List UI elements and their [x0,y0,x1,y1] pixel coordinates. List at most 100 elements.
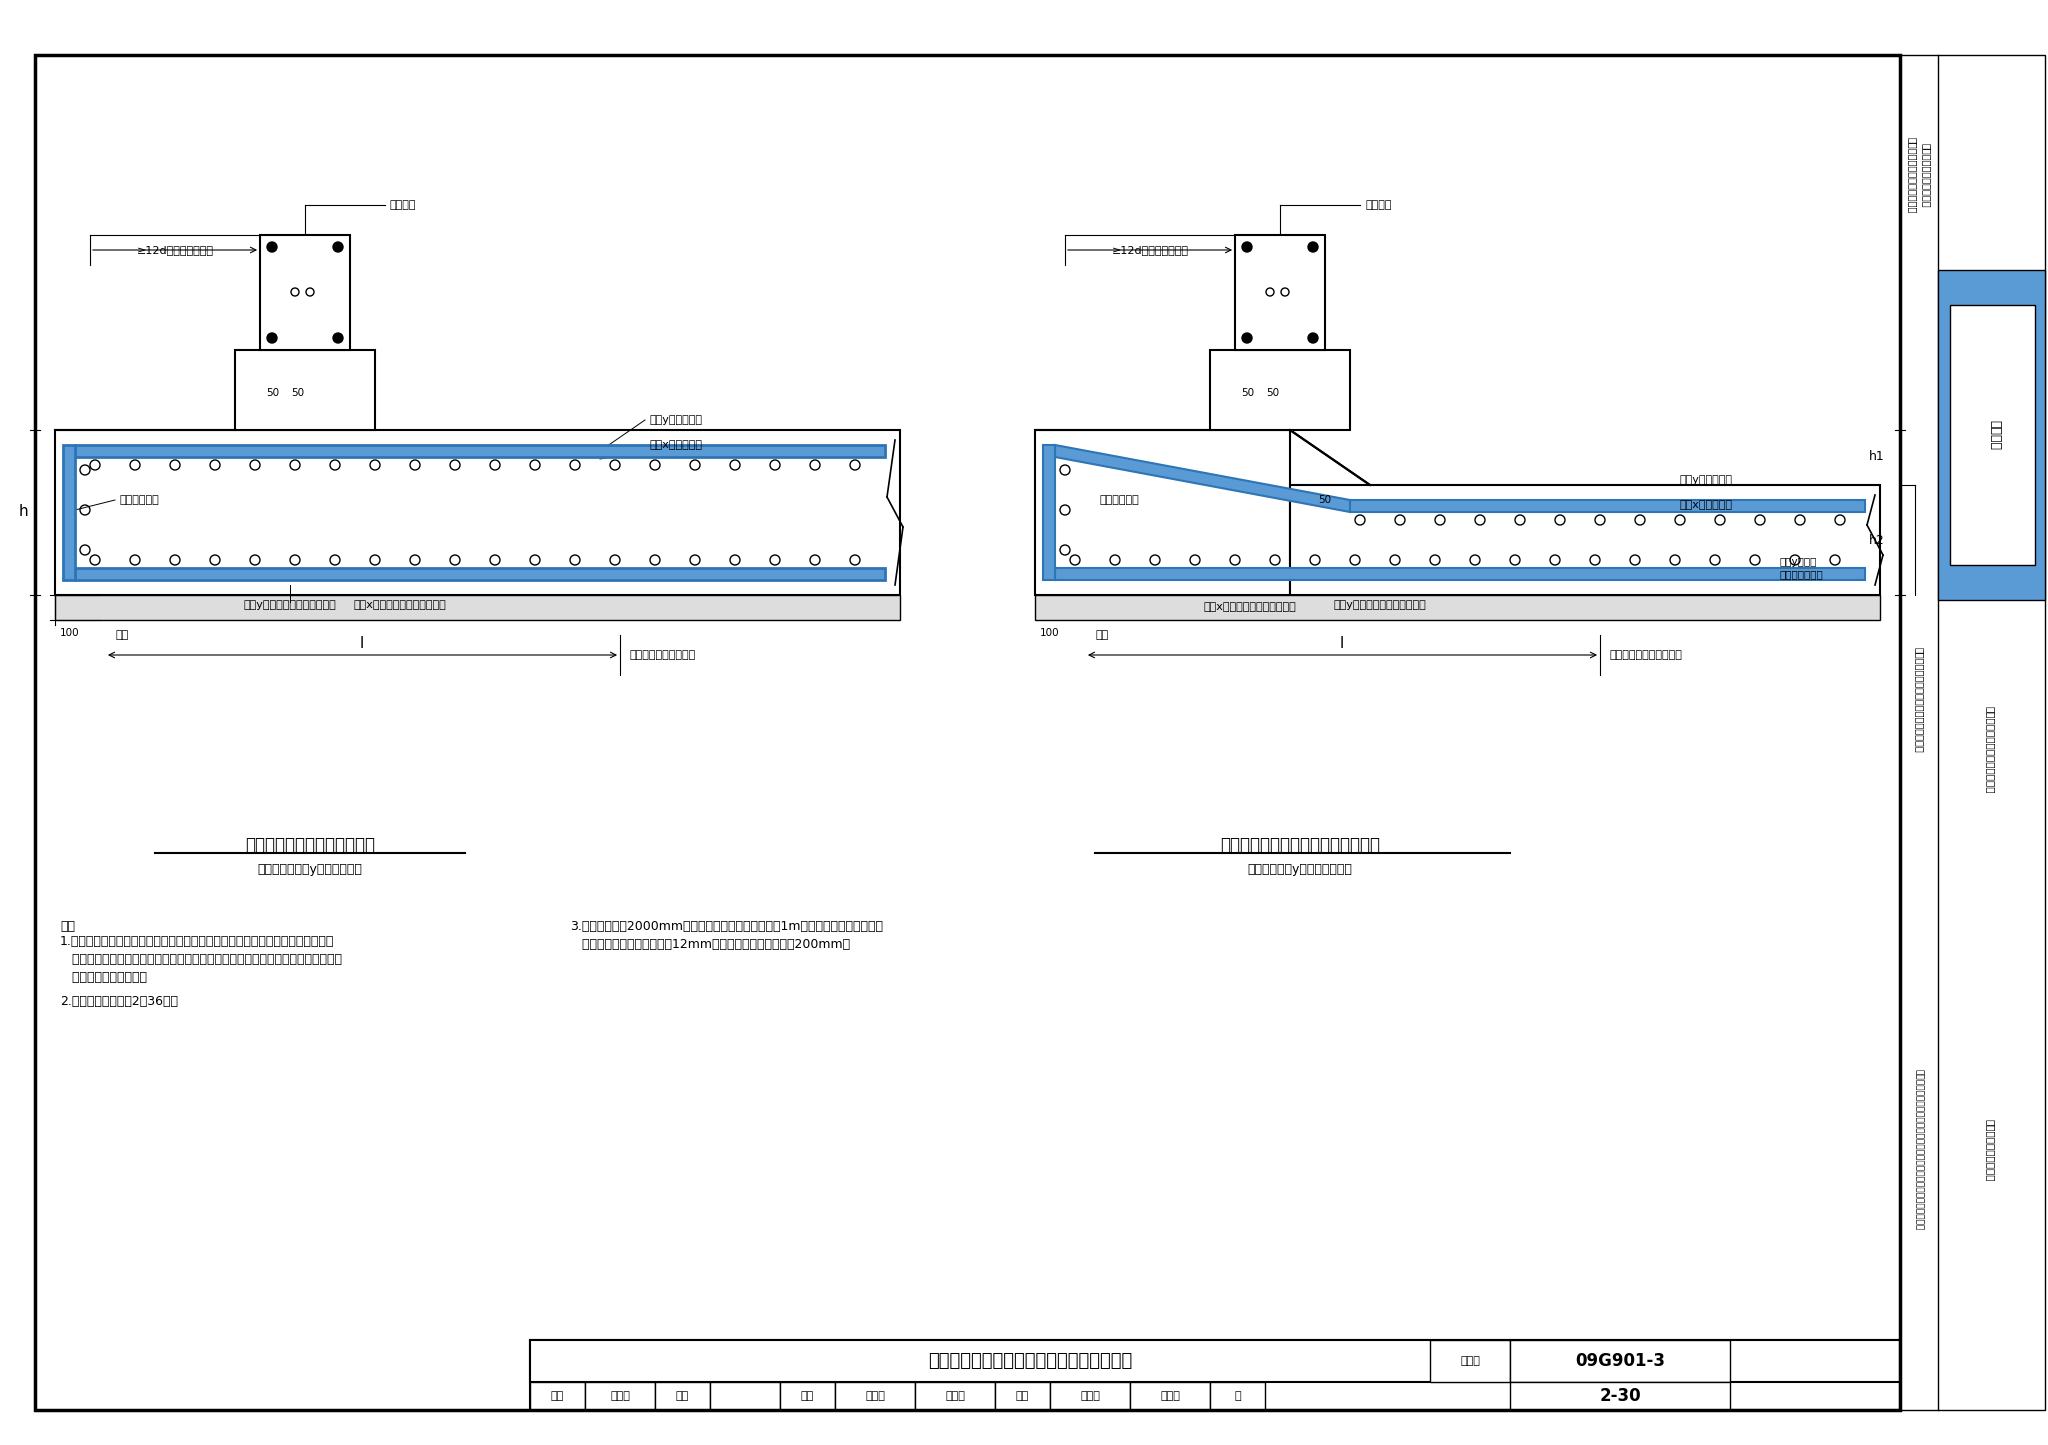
Text: 详见封边构造: 详见封边构造 [1100,496,1141,504]
Text: 底部y向贯通
筋与非贯通纵筋: 底部y向贯通 筋与非贯通纵筋 [1780,558,1825,579]
Bar [1509,1340,1731,1381]
Circle shape [1241,241,1251,251]
Text: 底部x向贯通纵筋与非贯通纵筋: 底部x向贯通纵筋与非贯通纵筋 [1204,603,1296,613]
Text: 筏形基础: 筏形基础 [1989,420,2001,449]
Bar [1055,568,1866,579]
Text: 50: 50 [1319,496,1331,504]
Text: 09G901-3: 09G901-3 [1575,1353,1665,1370]
Text: 底部y向贯通纵筋与非贯通纵筋: 底部y向贯通纵筋与非贯通纵筋 [1333,600,1425,610]
Bar [260,236,350,350]
Bar [1130,1381,1210,1410]
Polygon shape [1055,445,1350,512]
Circle shape [334,332,342,342]
Circle shape [334,241,342,251]
Bar [711,1381,780,1410]
Circle shape [266,332,276,342]
Text: 边柱柱列: 边柱柱列 [1366,199,1391,210]
Text: 筏形基础、箱形基础、地下室结构、独立基础、条形基础、桩基承台: 筏形基础、箱形基础、地下室结构、独立基础、条形基础、桩基承台 [1915,1069,1923,1231]
Bar [1950,305,2036,565]
Text: 明。当设计未作说明时，应按板跨长度将短跨方向的钢筋置于板厚外侧，另一方向: 明。当设计未作说明时，应按板跨长度将短跨方向的钢筋置于板厚外侧，另一方向 [59,954,342,967]
Text: 顶部x向贯通纵筋: 顶部x向贯通纵筋 [649,439,702,449]
Text: （跨中底部无y向非贯通纵筋）: （跨中底部无y向非贯通纵筋） [1247,864,1352,877]
Text: 底部x向贯通纵筋与非贯通纵筋: 底部x向贯通纵筋与非贯通纵筋 [354,600,446,610]
Bar [55,431,899,595]
Bar [1290,486,1880,595]
Text: 2.板的封边构造详见2－36页。: 2.板的封边构造详见2－36页。 [59,996,178,1009]
Bar [586,1381,655,1410]
Text: 边柱柱列: 边柱柱列 [389,199,416,210]
Circle shape [266,241,276,251]
Text: 顶部x向贯通纵筋: 顶部x向贯通纵筋 [1679,500,1733,510]
Text: 50: 50 [266,389,281,397]
Text: 3.当基础板厚＞2000mm时，宜在板厚方向间距不超过1m设置与板面平行的构造钢: 3.当基础板厚＞2000mm时，宜在板厚方向间距不超过1m设置与板面平行的构造钢 [569,920,883,933]
Text: 页: 页 [1235,1392,1241,1402]
Text: 2-30: 2-30 [1599,1387,1640,1405]
Circle shape [1241,332,1251,342]
Bar [915,1381,995,1410]
Text: 令制图规则与构造详图: 令制图规则与构造详图 [1985,1118,1995,1181]
Bar [530,1381,586,1410]
Bar [530,1340,1901,1381]
Text: 50: 50 [1241,389,1255,397]
Text: 图集号: 图集号 [1460,1355,1481,1366]
Polygon shape [1290,431,1370,486]
Bar [1051,1381,1130,1410]
Bar [836,1381,915,1410]
Text: l: l [1339,636,1343,650]
Text: 于怀元: 于怀元 [1159,1392,1180,1402]
Circle shape [1309,241,1319,251]
Bar [76,568,885,579]
Text: 设计: 设计 [1016,1392,1030,1402]
Bar [236,350,375,431]
Bar [55,595,899,620]
Bar [995,1381,1051,1410]
Text: 底部非贯通钢筋延伸长度: 底部非贯通钢筋延伸长度 [1610,650,1683,660]
Text: 黄志刚: 黄志刚 [610,1392,631,1402]
Bar [1901,55,2046,1410]
Bar [1937,270,2046,600]
Bar [1210,1381,1266,1410]
Bar [530,1340,1901,1410]
Text: 50: 50 [291,389,305,397]
Bar [655,1381,711,1410]
Text: l: l [360,636,365,650]
Bar [1235,236,1325,350]
Text: 1.基础平板同一层面的交叉钢筋，何向钢筋在上，何向钢筋在下，应按具体设计说: 1.基础平板同一层面的交叉钢筋，何向钢筋在上，何向钢筋在下，应按具体设计说 [59,935,334,948]
Text: 注：: 注： [59,920,76,933]
Text: 王怀元: 王怀元 [1079,1392,1100,1402]
Bar [63,445,76,579]
Bar [1042,445,1055,579]
Text: 张工文: 张工文 [864,1392,885,1402]
Text: h2: h2 [1870,533,1884,546]
Text: h1: h1 [1870,451,1884,464]
Text: 顶部y向贯通纵筋: 顶部y向贯通纵筋 [1679,475,1733,486]
Text: 100: 100 [59,629,80,639]
Bar [1509,1381,1731,1410]
Text: 筋网片，钢筋直径不宜小于12mm，纵横方向间距不宜大于200mm。: 筋网片，钢筋直径不宜小于12mm，纵横方向间距不宜大于200mm。 [569,938,850,951]
Text: 底部y向贯通纵筋与非贯通纵筋: 底部y向贯通纵筋与非贯通纵筋 [244,600,336,610]
Text: 底部非贯通筋延伸长度: 底部非贯通筋延伸长度 [631,650,696,660]
Text: 端部等截面外伸钢筋排布构造: 端部等截面外伸钢筋排布构造 [246,837,375,854]
Text: 垫层: 垫层 [115,630,129,640]
Text: ≥12d且至少到梁中线: ≥12d且至少到梁中线 [1112,246,1188,254]
Text: 独立基础、条形基础、桩基承台: 独立基础、条形基础、桩基承台 [1985,707,1995,793]
Text: （跨中底部无非y向贯通纵筋）: （跨中底部无非y向贯通纵筋） [258,864,362,877]
Bar [1210,350,1350,431]
Text: 复查: 复查 [676,1392,688,1402]
Bar [1034,595,1880,620]
Bar [1430,1340,1509,1381]
Text: 校对: 校对 [801,1392,815,1402]
Text: ≥12d且至少到梁中线: ≥12d且至少到梁中线 [137,246,213,254]
Bar [1034,431,1290,595]
Text: 详见封边构造: 详见封边构造 [121,496,160,504]
Text: 的钢筋置于板厚内侧。: 的钢筋置于板厚内侧。 [59,971,147,984]
Text: 50: 50 [1266,389,1280,397]
Text: 梁板式筏形基础平板外伸端部钢筋排布构造: 梁板式筏形基础平板外伸端部钢筋排布构造 [928,1353,1133,1370]
Text: 100: 100 [1040,629,1059,639]
Text: 张工文: 张工文 [944,1392,965,1402]
Text: 建筑结构施工图平面整体
表示方法制图规则和构造详图: 建筑结构施工图平面整体 表示方法制图规则和构造详图 [1907,137,1931,214]
Text: h: h [18,504,29,520]
Text: 端部变截面外伸钢筋排布构造（一）: 端部变截面外伸钢筋排布构造（一） [1221,837,1380,854]
Text: 顶部y向贯通纵筋: 顶部y向贯通纵筋 [649,415,702,425]
Circle shape [1309,332,1319,342]
